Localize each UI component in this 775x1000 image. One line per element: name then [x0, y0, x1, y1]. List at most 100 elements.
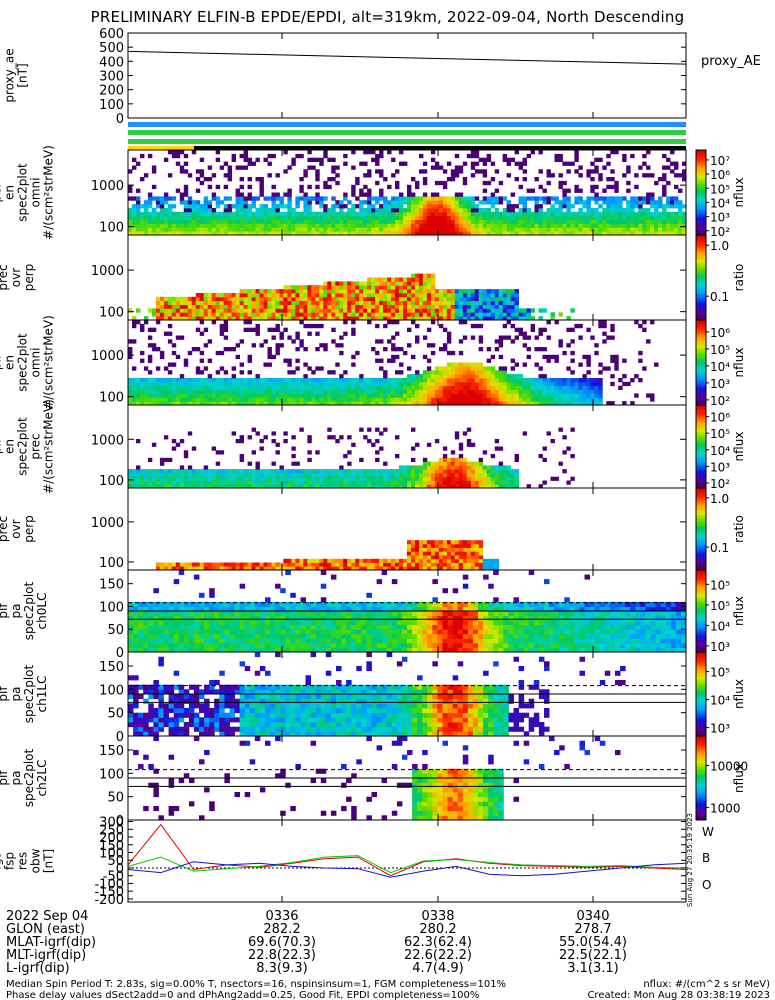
spectrogram-cell: [271, 389, 276, 394]
spectrogram-cell: [450, 401, 456, 406]
spectrogram-cell: [343, 204, 348, 209]
spectrogram-cell: [514, 223, 519, 228]
spectrogram-cell: [335, 378, 340, 383]
spectrogram-cell: [363, 484, 368, 489]
spectrogram-cell: [490, 300, 496, 305]
spectrogram-cell: [399, 385, 404, 390]
spectrogram-cell: [128, 385, 133, 390]
spectrogram-cell: [351, 480, 356, 485]
spectrogram-cell: [299, 476, 304, 481]
spectrogram-cell: [179, 227, 185, 232]
spectrogram-cell: [506, 397, 511, 402]
spectrogram-cell: [295, 335, 300, 340]
spectrogram-cell: [223, 316, 229, 321]
spectrogram-cell: [458, 316, 464, 321]
spectrogram-cell: [351, 231, 356, 236]
spectrogram-cell: [474, 231, 480, 236]
spectrogram-cell: [179, 335, 185, 340]
spectrogram-cell: [391, 231, 396, 236]
spectrogram-cell: [430, 562, 436, 567]
spectrogram-cell: [363, 389, 368, 394]
spectrogram-cell: [411, 547, 416, 552]
spectrogram-cell: [295, 381, 300, 387]
spectrogram-cell: [243, 296, 248, 302]
spectrogram-cell: [271, 439, 276, 444]
spectrogram-cell: [251, 223, 256, 228]
spectrogram-cell: [223, 231, 229, 236]
spectrogram-xticks-4: [281, 405, 594, 488]
spectrogram-cell: [283, 566, 288, 571]
spectrogram-cell: [175, 381, 181, 387]
spectrogram-cell: [319, 293, 324, 298]
spectrogram-cell: [674, 173, 679, 178]
spectrogram-cell: [231, 157, 236, 162]
spectrogram-cell: [486, 472, 492, 478]
spectrogram-cell: [438, 472, 444, 478]
spectrogram-cell: [462, 465, 468, 470]
spectrogram-cell: [490, 469, 496, 474]
spectrogram-cell: [347, 566, 352, 571]
spectrogram-cell: [462, 457, 468, 462]
spectrogram-cell: [395, 231, 400, 236]
spectrogram-cell: [323, 343, 328, 348]
spectrogram-cell: [215, 461, 221, 466]
spectrogram-cell: [450, 555, 456, 560]
spectrogram-cell: [379, 469, 384, 474]
spectrogram-cell: [319, 378, 324, 383]
spectrogram-cell: [255, 157, 260, 162]
spectrogram-cell: [407, 558, 412, 563]
spectrogram-cell: [351, 188, 356, 193]
spectrogram-cell: [474, 370, 480, 375]
spectrogram-cell: [195, 397, 201, 402]
spectrogram-cell: [299, 381, 304, 387]
spectrogram-cell: [151, 397, 157, 402]
spectrogram-cell: [323, 184, 328, 190]
spectrogram-cell: [415, 540, 420, 545]
spectrogram-cell: [514, 476, 519, 481]
spectrogram-cell: [598, 385, 603, 390]
spectrogram-cell: [530, 397, 535, 402]
spectrogram-cell: [171, 215, 177, 220]
spectrogram-cell: [434, 300, 440, 305]
spectrogram-cell: [367, 281, 372, 286]
spectrogram-cell: [307, 219, 312, 224]
spectrogram-cell: [422, 281, 428, 286]
spectrogram-cell: [315, 300, 320, 305]
spectrogram-cell: [331, 196, 336, 201]
spectrogram-cell: [267, 562, 272, 567]
spectrogram-cell: [171, 469, 177, 474]
spectrogram-cell: [343, 381, 348, 387]
spectrogram-cell: [430, 289, 436, 294]
spectrogram-cell: [391, 304, 396, 309]
spectrogram-cell: [510, 208, 515, 213]
spectrogram-cell: [215, 223, 221, 228]
spectrogram-cell: [574, 231, 579, 236]
spectrogram-cell: [355, 219, 360, 224]
spectrogram-cell: [426, 308, 432, 313]
spectrogram-cell: [506, 316, 511, 321]
spectrogram-cell: [255, 566, 260, 571]
spectrogram-cell: [167, 304, 173, 309]
spectrogram-cell: [626, 231, 631, 236]
spectrogram-cell: [502, 208, 508, 213]
colorbar-cell: [696, 396, 706, 400]
spectrogram-cell: [183, 204, 189, 209]
spectrogram-cell: [143, 215, 149, 220]
spectrogram-cell: [430, 277, 436, 282]
spectrogram-cell: [247, 223, 252, 228]
spectrogram-cell: [622, 231, 627, 236]
spectrogram-cell: [606, 211, 611, 217]
spectrogram-cell: [434, 547, 440, 552]
spectrogram-cell: [474, 227, 480, 232]
spectrogram-cell: [506, 374, 511, 379]
spectrogram-cell: [223, 227, 229, 232]
spectrogram-cell: [335, 562, 340, 567]
spectrogram-cell: [470, 211, 476, 217]
spectrogram-cell: [287, 472, 292, 478]
spectrogram-cell: [195, 188, 201, 193]
spectrogram-cell: [383, 196, 388, 201]
spectrogram-cell: [231, 562, 236, 567]
spectrogram-cell: [199, 358, 205, 363]
spectrogram-cell: [347, 381, 352, 387]
